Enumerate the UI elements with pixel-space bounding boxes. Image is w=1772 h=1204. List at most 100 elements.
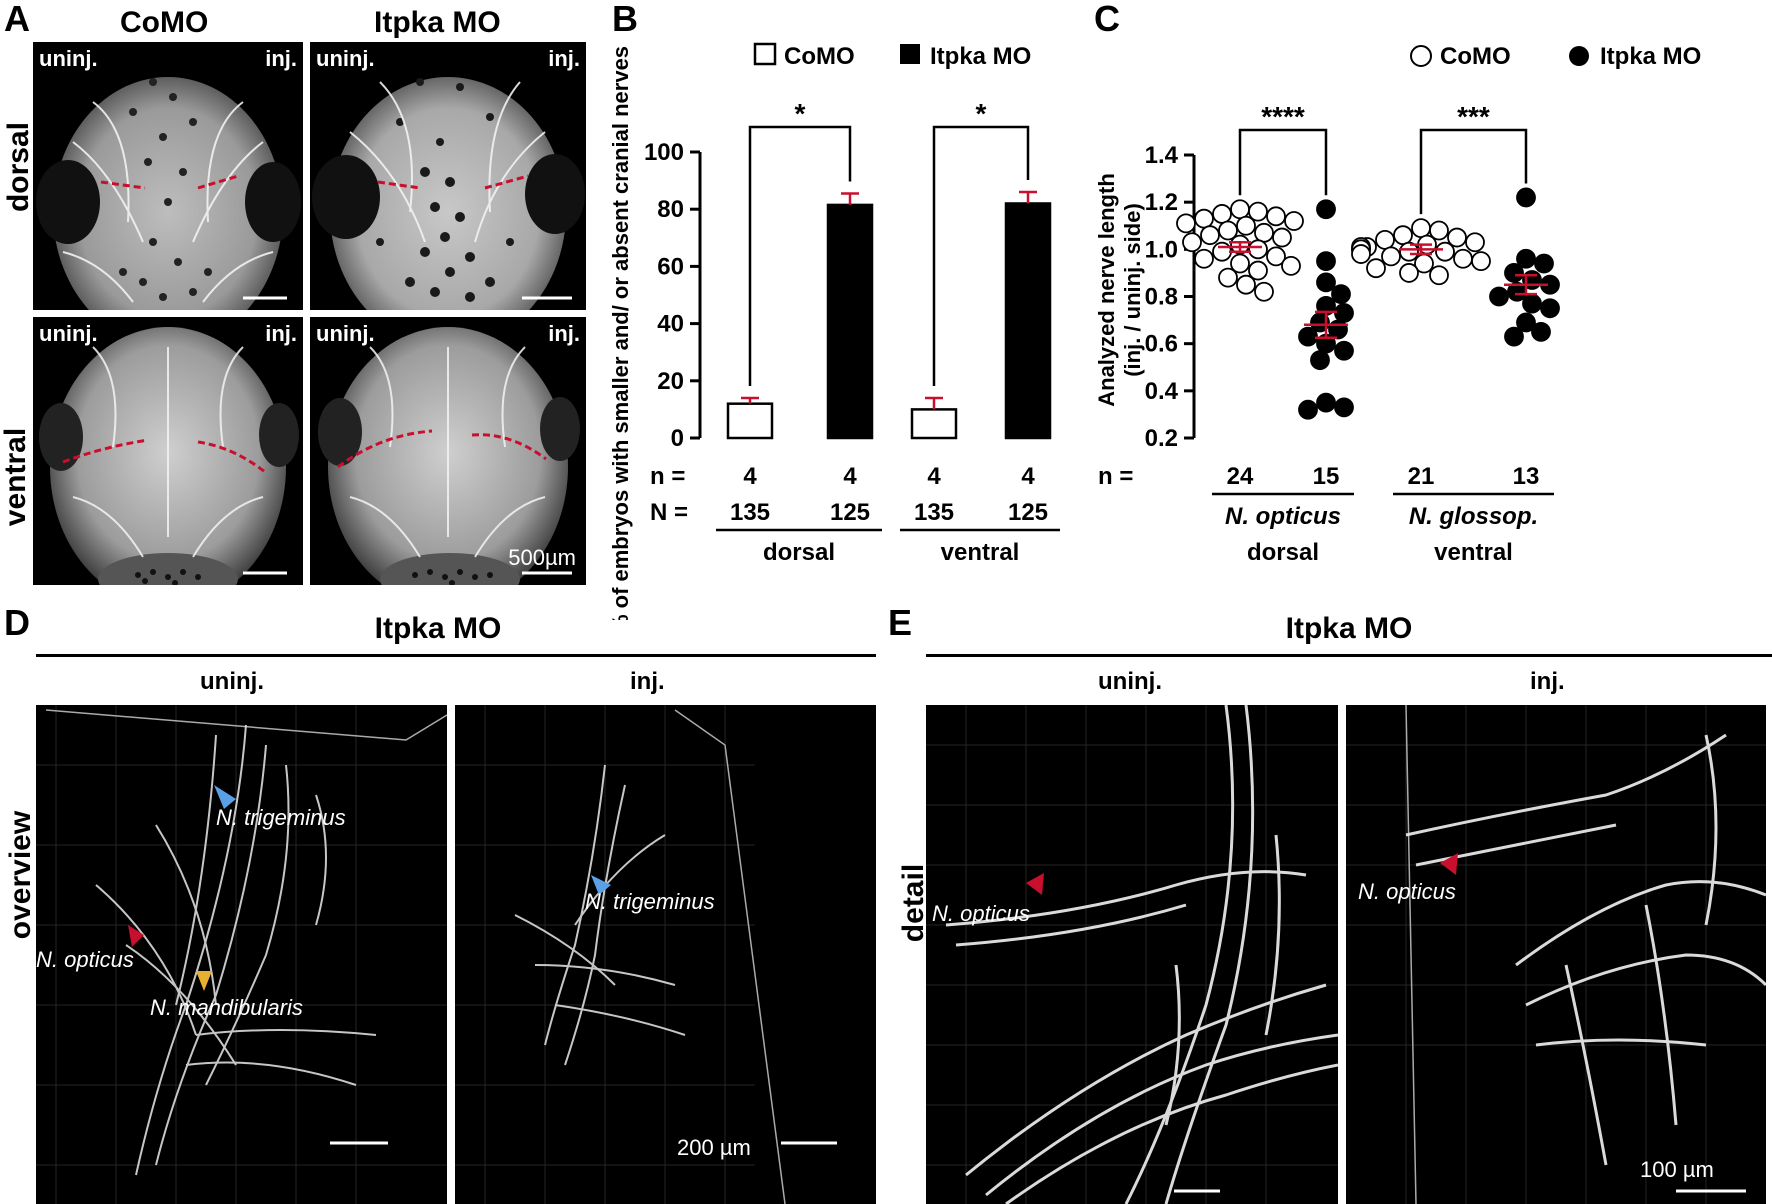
data-point-itpka [1534, 253, 1554, 274]
panel-e-uninj: uninj. [1098, 668, 1162, 695]
panel-d-title: Itpka MO [374, 612, 502, 645]
significance-bracket [1419, 128, 1528, 215]
y-axis-label-c-2: (inj. / uninj. side) [1120, 203, 1145, 377]
n-value-b: 4 [927, 463, 941, 490]
label-inj: inj. [265, 46, 297, 71]
significance-star: * [976, 98, 987, 129]
panel-d-row-label: overview [4, 810, 37, 940]
label-opticus: N. opticus [932, 901, 1030, 926]
data-point-itpka [1298, 326, 1318, 347]
y-axis-label-b-text: % of embryos with smaller and/ or absent… [608, 46, 633, 620]
data-point-itpka [1298, 399, 1318, 420]
data-point-como [1366, 258, 1386, 279]
y-tick-label-b: 60 [657, 253, 684, 280]
panel-e-title: Itpka MO [1285, 612, 1413, 645]
data-point-itpka [1316, 392, 1336, 413]
image-e-uninj: N. opticus [926, 705, 1338, 1204]
N-value-b: 135 [730, 499, 770, 526]
data-point-como [1411, 218, 1431, 239]
y-tick-label-c: 1.4 [1145, 142, 1179, 169]
scale-label: 100 µm [1640, 1157, 1714, 1182]
y-tick-label-b: 40 [657, 311, 684, 338]
data-point-como [1194, 248, 1214, 269]
data-point-como [1284, 211, 1304, 231]
col-header-como: CoMO [120, 6, 209, 39]
data-point-como [1248, 239, 1268, 260]
significance-star: * [795, 98, 806, 129]
data-point-itpka [1516, 187, 1536, 208]
label-opticus: N. opticus [1358, 879, 1456, 904]
data-point-itpka [1316, 199, 1336, 220]
label-trigeminus: N. trigeminus [585, 889, 715, 914]
y-tick-label-b: 80 [657, 196, 684, 223]
bar-como-ventral [910, 408, 958, 440]
y-tick-label-c: 0.8 [1145, 284, 1178, 311]
bar-itpka-dorsal [826, 203, 874, 440]
n-value-b: 4 [843, 463, 857, 490]
arrow-red-icon [128, 925, 144, 947]
data-point-como [1435, 241, 1455, 262]
data-point-como [1266, 206, 1286, 227]
panel-letter-a: A [4, 0, 30, 39]
legend-label-itpka: Itpka MO [1600, 43, 1701, 70]
scale-label: 200 µm [677, 1135, 751, 1160]
image-como-ventral: uninj. inj. [33, 317, 303, 585]
image-itpka-dorsal: uninj. inj. [310, 42, 586, 310]
y-axis-label-c-1: Analyzed nerve length [1094, 173, 1119, 407]
data-point-como [1218, 267, 1238, 288]
significance-stars: *** [1457, 101, 1490, 132]
y-tick-label-c: 0.6 [1145, 331, 1178, 358]
image-d-uninj: N. trigeminus N. opticus N. mandibularis [36, 705, 447, 1204]
n-value-b: 4 [1021, 463, 1035, 490]
data-point-como [1254, 281, 1274, 302]
label-inj: inj. [548, 46, 580, 71]
data-point-como [1212, 241, 1232, 262]
y-axis-label-b: % of embryos with smaller and/ or absent… [608, 46, 633, 620]
data-point-como [1429, 220, 1449, 241]
legend-swatch-itpka [900, 44, 920, 64]
label-trigeminus: N. trigeminus [216, 805, 346, 830]
label-opticus: N. opticus [36, 947, 134, 972]
data-point-como [1248, 260, 1268, 281]
panel-e-inj: inj. [1530, 668, 1565, 695]
label-inj: inj. [548, 321, 580, 346]
data-point-itpka [1316, 251, 1336, 272]
data-point-como [1351, 244, 1371, 264]
data-point-itpka [1489, 286, 1509, 307]
data-point-como [1200, 225, 1220, 246]
y-tick-label-b: 20 [657, 368, 684, 395]
y-tick-label-c: 1.2 [1145, 189, 1178, 216]
data-point-como [1254, 222, 1274, 243]
data-point-como [1248, 201, 1268, 222]
y-tick-label-c: 0.2 [1145, 425, 1178, 452]
region-label: dorsal [1247, 539, 1319, 566]
nerve-label: N. opticus [1225, 503, 1341, 530]
scale-label: 500µm [508, 545, 576, 570]
data-point-itpka [1334, 340, 1354, 361]
region-label: ventral [1434, 539, 1513, 566]
bar-como-dorsal [726, 402, 774, 440]
label-inj: inj. [265, 321, 297, 346]
panel-letter-d: D [4, 602, 30, 643]
y-tick-label-b: 100 [644, 139, 684, 166]
data-point-como [1447, 227, 1467, 248]
n-value-b: 4 [743, 463, 757, 490]
significance-bracket [1238, 128, 1328, 196]
group-label-b: ventral [941, 539, 1020, 566]
y-tick-label-b: 0 [671, 425, 684, 452]
data-point-itpka [1334, 303, 1354, 323]
arrow-blue-icon [591, 875, 611, 895]
n-value-c: 15 [1313, 463, 1340, 490]
arrow-blue-icon [214, 785, 236, 809]
data-point-itpka [1334, 397, 1354, 418]
y-tick-label-c: 0.4 [1145, 378, 1179, 405]
significance-bracket [932, 125, 1030, 386]
data-point-como [1230, 253, 1250, 274]
data-point-como [1236, 215, 1256, 236]
label-uninj: uninj. [316, 46, 375, 71]
arrow-red-icon [1026, 873, 1044, 895]
data-point-como [1176, 213, 1196, 234]
data-point-itpka [1540, 298, 1560, 319]
panel-d-rule [36, 654, 876, 657]
data-point-como [1236, 274, 1256, 295]
